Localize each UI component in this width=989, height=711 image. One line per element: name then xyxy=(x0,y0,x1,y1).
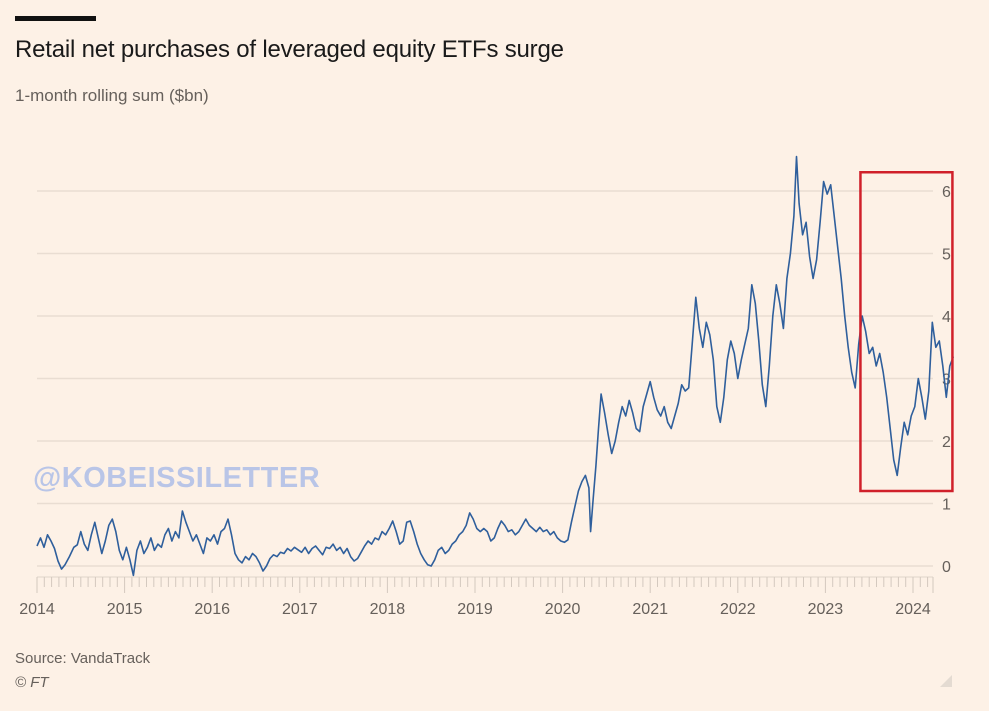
x-tick-label: 2021 xyxy=(632,601,668,618)
x-axis: 2014 2015 2016 2017 2018 2019 2020 2021 2022 2023… xyxy=(19,576,934,618)
x-tick-label: 2024 xyxy=(895,601,931,618)
x-tick-label: 2015 xyxy=(107,601,143,618)
y-axis-labels: 0 1 2 3 4 5 6 xyxy=(942,184,951,576)
highlight-box xyxy=(859,171,954,493)
y-tick-label: 0 xyxy=(942,559,951,576)
x-tick-label: 2023 xyxy=(808,601,844,618)
y-tick-label: 2 xyxy=(942,434,951,451)
chart-subtitle: 1-month rolling sum ($bn) xyxy=(15,86,209,105)
series-layer xyxy=(36,155,955,577)
source-note: Source: VandaTrack xyxy=(15,650,151,667)
gridlines xyxy=(37,190,933,567)
ft-top-rule xyxy=(15,16,96,21)
x-tick-label: 2020 xyxy=(545,601,581,618)
x-tick-label: 2014 xyxy=(19,601,55,618)
x-tick-label: 2018 xyxy=(370,601,406,618)
y-tick-label: 3 xyxy=(942,372,951,389)
y-tick-label: 4 xyxy=(942,309,951,326)
copyright-note: © FT xyxy=(15,674,49,691)
series-line-0 xyxy=(36,155,955,577)
y-tick-label: 5 xyxy=(942,247,951,264)
line-chart: 2014 2015 2016 2017 2018 2019 2020 2021 2022 2023… xyxy=(19,155,955,618)
highlight-layer xyxy=(859,171,954,493)
y-tick-label: 6 xyxy=(942,184,951,201)
y-tick-label: 1 xyxy=(942,497,951,514)
x-tick-label: 2017 xyxy=(282,601,318,618)
x-tick-label: 2022 xyxy=(720,601,756,618)
x-tick-label: 2016 xyxy=(194,601,230,618)
x-tick-label: 2019 xyxy=(457,601,493,618)
resize-handle-icon xyxy=(940,675,952,687)
chart-title: Retail net purchases of leveraged equity… xyxy=(15,36,564,63)
watermark: @KOBEISSILETTER xyxy=(33,462,321,494)
